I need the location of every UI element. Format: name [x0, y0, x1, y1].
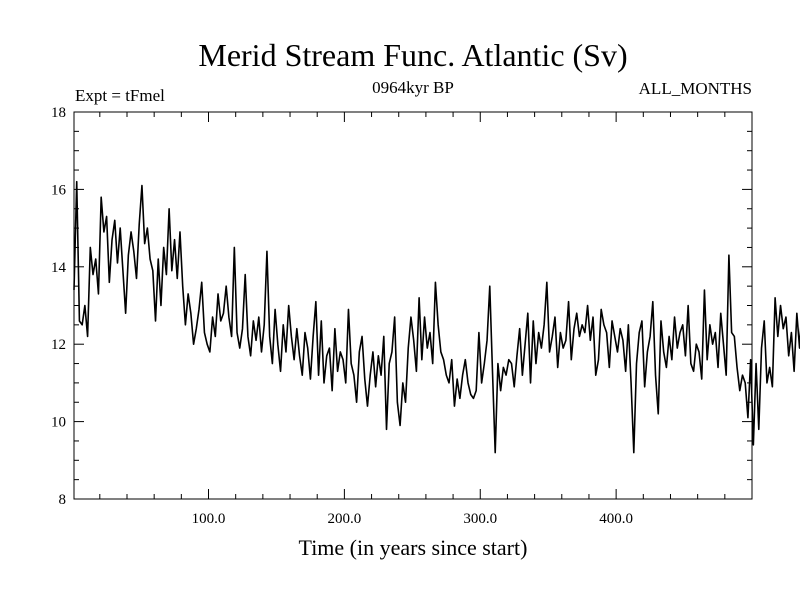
chart-subtitle-center: 0964kyr BP — [372, 78, 454, 97]
y-tick-label: 12 — [51, 337, 66, 353]
x-tick-label: 200.0 — [328, 511, 362, 527]
plot-frame — [73, 111, 753, 500]
x-axis-label: Time (in years since start) — [299, 535, 528, 560]
y-axis-tick-labels: 8 10 12 14 16 18 — [51, 105, 67, 508]
chart-title: Merid Stream Func. Atlantic (Sv) — [198, 37, 627, 73]
x-axis-ticks — [99, 112, 753, 499]
y-tick-label: 18 — [51, 105, 66, 121]
y-tick-label: 8 — [59, 492, 67, 508]
y-tick-label: 14 — [51, 260, 67, 276]
chart-subtitle-left: Expt = tFmel — [75, 86, 165, 105]
x-tick-label: 100.0 — [192, 511, 226, 527]
x-axis-tick-labels: 100.0 200.0 300.0 400.0 — [192, 511, 633, 527]
x-tick-label: 400.0 — [599, 511, 633, 527]
x-tick-label: 300.0 — [463, 511, 497, 527]
y-tick-label: 10 — [51, 415, 66, 431]
chart-subtitle-right: ALL_MONTHS — [639, 79, 752, 98]
y-tick-label: 16 — [51, 182, 67, 198]
y-axis-ticks — [74, 111, 752, 500]
series-group — [73, 180, 800, 454]
series-line — [73, 180, 800, 454]
